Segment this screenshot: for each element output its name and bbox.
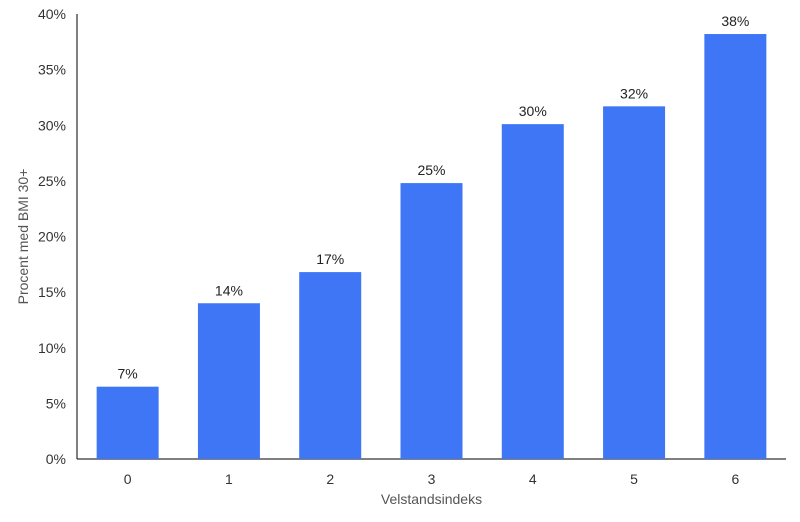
data-label: 17%	[316, 251, 344, 267]
y-tick-label: 10%	[38, 340, 66, 356]
bar	[704, 34, 767, 460]
y-tick-label: 25%	[38, 173, 66, 189]
bars	[96, 34, 767, 460]
y-tick-label: 15%	[38, 284, 66, 300]
bar	[96, 386, 159, 459]
data-label: 32%	[620, 85, 648, 101]
y-tick-label: 40%	[38, 6, 66, 22]
x-tick-label: 1	[225, 471, 233, 487]
data-labels: 7% 14% 17% 25% 30% 32% 38%	[118, 13, 750, 382]
data-label: 30%	[519, 103, 547, 119]
y-tick-label: 0%	[46, 451, 66, 467]
bar	[197, 303, 260, 459]
y-tick-label: 30%	[38, 117, 66, 133]
x-tick-label: 6	[731, 471, 739, 487]
data-label: 14%	[215, 282, 243, 298]
bar	[501, 124, 564, 459]
data-label: 25%	[417, 162, 445, 178]
bar	[400, 183, 463, 459]
x-tick-label: 3	[428, 471, 436, 487]
y-tick-label: 5%	[46, 395, 66, 411]
bar	[603, 106, 666, 460]
x-tick-label: 4	[529, 471, 537, 487]
y-axis-ticks: 0% 5% 10% 15% 20% 25% 30% 35% 40%	[38, 6, 66, 467]
bar	[299, 272, 362, 459]
data-label: 38%	[721, 13, 749, 29]
x-tick-label: 0	[124, 471, 132, 487]
x-tick-label: 5	[630, 471, 638, 487]
y-tick-label: 20%	[38, 229, 66, 245]
x-axis-title: Velstandsindeks	[381, 491, 482, 507]
data-label: 7%	[118, 366, 138, 382]
y-axis-title: Procent med BMI 30+	[15, 169, 31, 305]
x-axis-ticks: 0 1 2 3 4 5 6	[124, 471, 740, 487]
x-tick-label: 2	[326, 471, 334, 487]
y-tick-label: 35%	[38, 62, 66, 78]
